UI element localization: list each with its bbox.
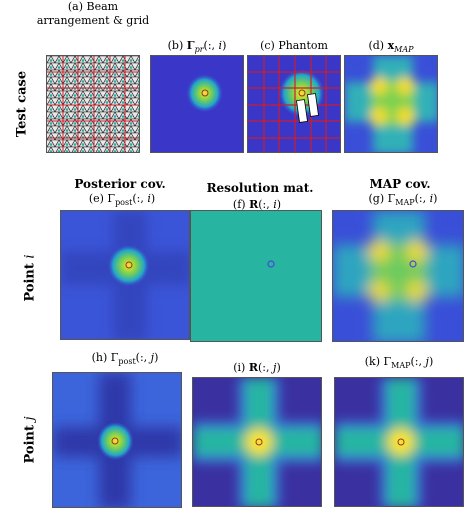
caption-g: (g) ΓMAP(:, i) (368, 192, 438, 208)
caption-a-line1: (a) Beam (67, 0, 119, 13)
column-header-map: MAP cov. (369, 177, 431, 191)
panel-prior-covariance (150, 55, 244, 153)
column-header-posterior: Posterior cov. (74, 177, 166, 191)
panel-phantom (247, 55, 341, 153)
panel-posterior-covariance-i (60, 210, 190, 340)
row-label-point-j: Point j (22, 416, 38, 464)
row-label-point-i: Point i (22, 254, 38, 302)
caption-a-line2: arrangement & grid (36, 14, 150, 27)
caption-k: (k) ΓMAP(:, j) (364, 355, 434, 371)
row-label-test-case: Test case (14, 70, 30, 138)
panel-map-covariance-i (332, 210, 464, 342)
caption-e: (e) Γpost(:, i) (88, 192, 156, 208)
panel-beam-arrangement (46, 55, 140, 153)
caption-c: (c) Phantom (260, 39, 328, 52)
panel-map-covariance-j (334, 377, 464, 507)
panel-resolution-i (190, 210, 322, 342)
caption-h: (h) Γpost(:, j) (91, 351, 159, 367)
caption-d: (d) xMAP (368, 39, 414, 55)
panel-posterior-covariance-j (52, 372, 182, 508)
panel-resolution-j (192, 377, 322, 507)
column-header-resolution: Resolution mat. (206, 181, 314, 195)
caption-i: (i) R(:, j) (233, 361, 281, 374)
panel-map-estimate (344, 55, 438, 153)
caption-f: (f) R(:, i) (232, 198, 282, 211)
caption-b: (b) Γpr(:, i) (167, 39, 227, 55)
